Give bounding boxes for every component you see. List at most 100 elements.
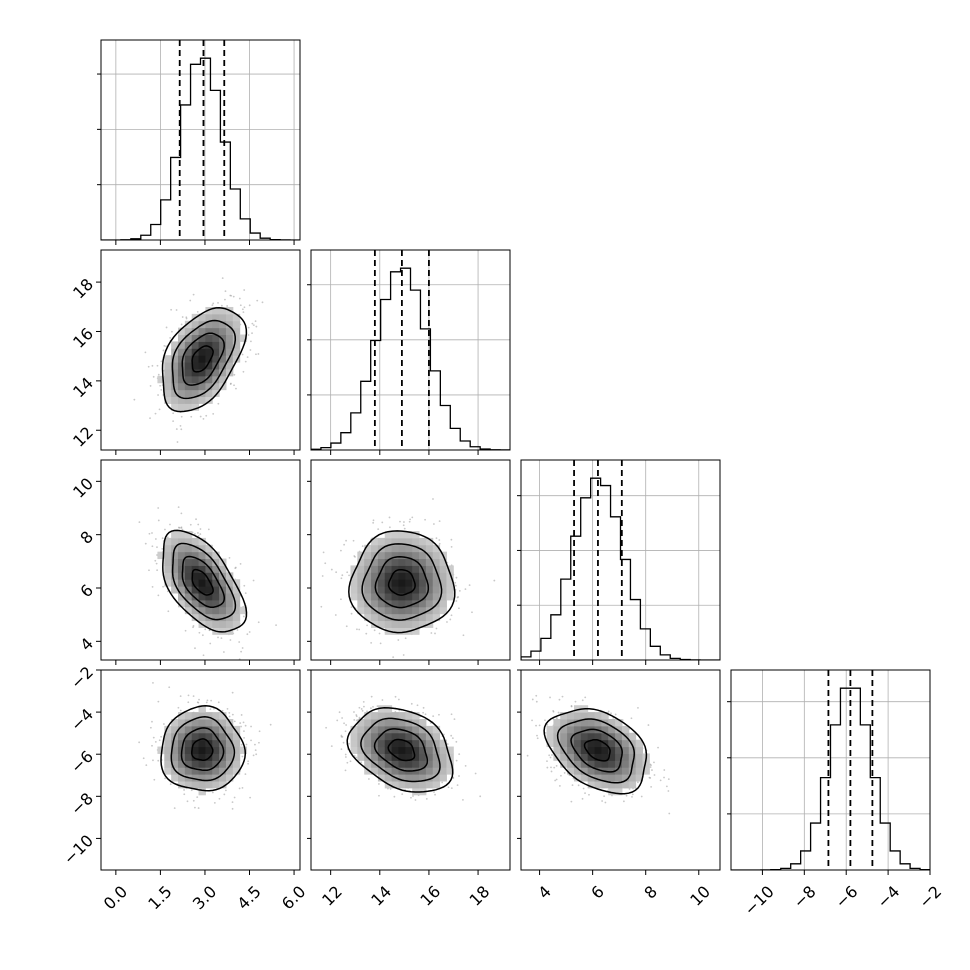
density-cell <box>205 544 213 553</box>
density-cell <box>405 606 413 615</box>
density-cell <box>164 558 172 566</box>
sample-point <box>241 647 244 649</box>
density-cell <box>171 586 179 594</box>
sample-point <box>614 713 617 716</box>
density-cell <box>177 551 186 560</box>
density-cell <box>191 606 200 615</box>
density-cell <box>432 760 441 768</box>
density-cell <box>191 719 200 727</box>
density-cell <box>567 753 575 761</box>
density-2-0 <box>138 506 277 660</box>
density-cell <box>615 760 623 768</box>
density-cell <box>205 774 213 782</box>
density-cell <box>425 781 434 789</box>
sample-point <box>152 375 155 378</box>
sample-point <box>243 730 245 732</box>
density-cell <box>171 558 179 566</box>
sample-point <box>231 807 234 810</box>
sample-point <box>571 784 574 787</box>
density-cell <box>177 579 186 587</box>
density-cell <box>405 579 413 587</box>
density-cell <box>398 613 406 622</box>
contour-2 <box>361 543 443 621</box>
sample-point <box>340 748 343 751</box>
sample-point <box>340 577 343 580</box>
density-cell <box>232 327 241 336</box>
sample-point <box>154 538 157 540</box>
density-cell <box>177 355 186 363</box>
density-cell <box>177 739 186 748</box>
x-tick-label: 12 <box>318 882 346 910</box>
sample-point <box>438 539 441 541</box>
density-cell <box>384 551 393 560</box>
density-cell <box>377 551 386 560</box>
sample-point <box>355 714 358 716</box>
sample-point <box>464 588 467 591</box>
sample-point <box>343 722 345 725</box>
density-cell <box>412 593 420 601</box>
density-cell <box>425 732 434 741</box>
axes-frame <box>520 459 721 661</box>
density-cell <box>412 606 420 615</box>
density-cell <box>184 606 193 615</box>
density-cell <box>205 375 213 384</box>
density-cell <box>425 579 434 587</box>
contour-1 <box>180 727 225 772</box>
sample-point <box>172 412 175 415</box>
histogram-2 <box>521 477 720 660</box>
density-cell <box>205 579 213 587</box>
sample-point <box>471 611 473 614</box>
density-cell <box>357 593 365 601</box>
density-cell <box>419 725 427 734</box>
sample-point <box>211 791 214 794</box>
sample-point <box>183 793 186 796</box>
density-cell <box>219 760 227 768</box>
density-cell <box>198 760 206 768</box>
density-cell <box>405 620 413 628</box>
density-cell <box>184 334 193 342</box>
sample-point <box>348 742 350 745</box>
density-cell <box>184 586 193 594</box>
density-cell <box>205 732 213 741</box>
density-cell <box>446 579 454 587</box>
sample-point <box>202 417 205 420</box>
sample-point <box>228 557 231 559</box>
density-cell <box>628 774 637 782</box>
density-cell <box>191 599 200 608</box>
density-cell <box>553 746 561 754</box>
sample-point <box>324 562 327 565</box>
density-cell <box>412 753 420 761</box>
sample-point <box>450 545 453 548</box>
density-cell <box>205 327 213 336</box>
density-cell <box>371 613 379 622</box>
density-cell <box>219 620 227 628</box>
sample-point <box>453 718 456 721</box>
sample-point <box>363 705 365 708</box>
sample-point <box>377 528 380 531</box>
sample-point <box>392 656 395 659</box>
density-cell <box>419 767 427 775</box>
density-cell <box>198 746 206 754</box>
density-cell <box>205 586 213 594</box>
density-cell <box>573 732 582 741</box>
density-cell <box>419 593 427 601</box>
density-cell <box>553 739 561 748</box>
sample-point <box>204 628 207 631</box>
sample-point <box>355 756 358 759</box>
sample-point <box>187 701 190 704</box>
density-cell <box>398 767 406 775</box>
density-cell <box>398 774 406 782</box>
density-cell <box>371 732 379 741</box>
sample-point <box>254 320 257 323</box>
sample-point <box>397 698 400 701</box>
density-cell <box>212 739 220 748</box>
density-cell <box>164 537 172 546</box>
sample-point <box>241 755 244 758</box>
sample-point <box>147 365 150 368</box>
sample-point <box>340 734 343 737</box>
density-cell <box>391 739 399 748</box>
sample-point <box>209 708 212 711</box>
density-cell <box>177 368 186 377</box>
sample-point <box>335 571 338 574</box>
density-cell <box>184 725 193 734</box>
